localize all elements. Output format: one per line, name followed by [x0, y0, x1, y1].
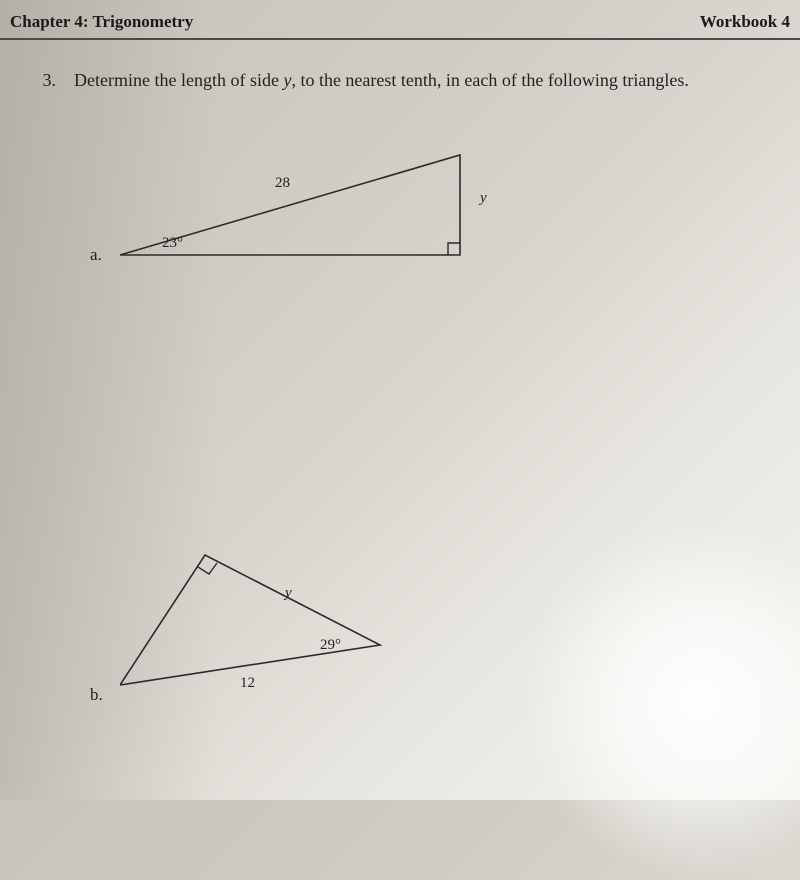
workbook-label: Workbook 4 [700, 12, 790, 32]
side-y-label-a: y [480, 190, 487, 207]
header-rule [0, 38, 800, 40]
angle-29-label: 29° [320, 637, 341, 654]
q-text-before: Determine the length of side [74, 70, 283, 90]
triangle-a [90, 135, 510, 295]
triangle-b [120, 545, 440, 715]
chapter-title: Chapter 4: Trigonometry [10, 12, 193, 32]
angle-23-label: 23° [162, 235, 183, 252]
side-y-label-b: y [285, 585, 292, 602]
figure-b: b. 12 y 29° [120, 545, 440, 715]
question-3: 3. Determine the length of side y, to th… [0, 70, 800, 91]
q-text-after: , to the nearest tenth, in each of the f… [291, 70, 688, 90]
side-28-label: 28 [275, 175, 290, 192]
question-text: Determine the length of side y, to the n… [74, 70, 770, 91]
question-number: 3. [30, 70, 56, 91]
question-row: 3. Determine the length of side y, to th… [30, 70, 770, 91]
right-angle-box-a [448, 243, 460, 255]
right-angle-box-b [198, 563, 217, 574]
triangle-b-poly [120, 555, 380, 685]
part-b-label: b. [90, 685, 103, 705]
workbook-page: Chapter 4: Trigonometry Workbook 4 3. De… [0, 0, 800, 800]
page-header: Chapter 4: Trigonometry Workbook 4 [0, 12, 800, 38]
side-12-label: 12 [240, 675, 255, 692]
figure-a: a. 28 y 23° [90, 135, 510, 295]
